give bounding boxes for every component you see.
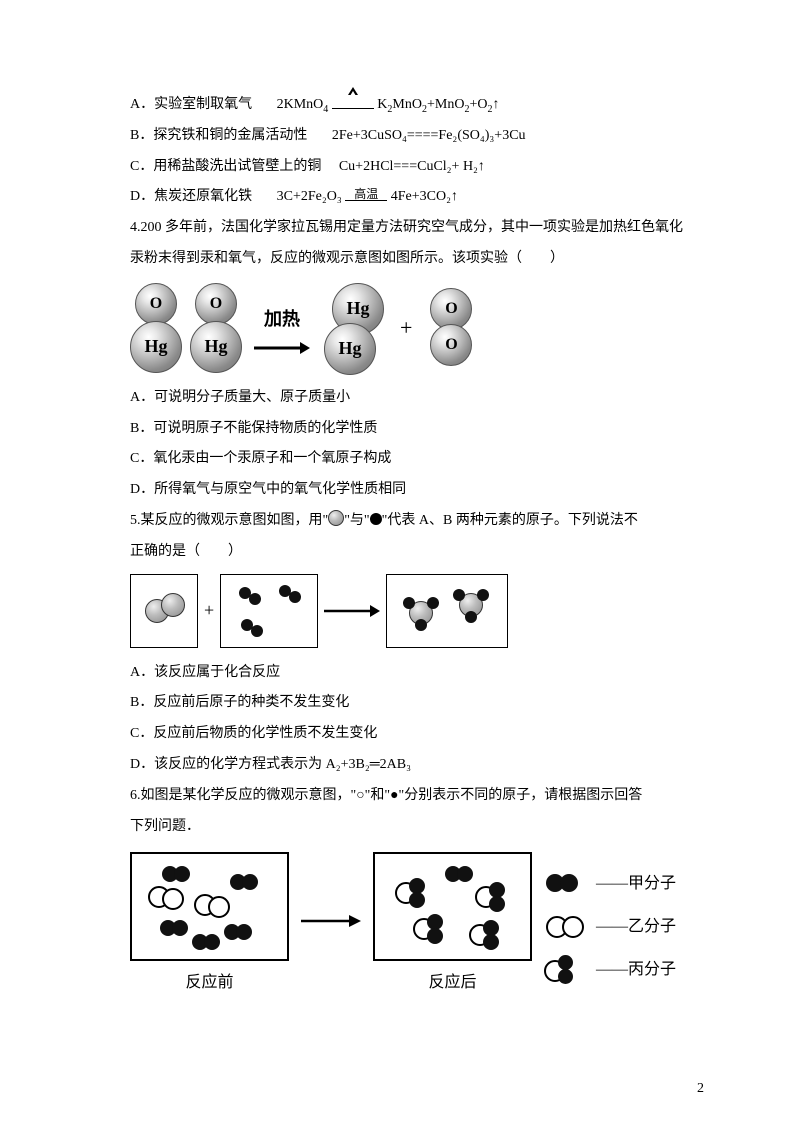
legend-label-yi: ——乙分子	[596, 909, 676, 944]
oxygen-atom-icon: O	[430, 324, 472, 366]
legend-label-bing: ——丙分子	[596, 952, 676, 987]
plus-icon: +	[400, 304, 412, 352]
q6-after-panel: 反应后	[373, 852, 532, 1000]
option-c: C．用稀盐酸洗出试管壁上的铜 Cu+2HCl===CuCl₂+ H₂↑	[130, 152, 684, 183]
q6-legend: ——甲分子 ——乙分子 ——丙分子	[544, 866, 676, 988]
option-a-equation: 2KMnO4 K2MnO2+MnO2+O2↑	[277, 97, 500, 112]
q5-diagram: +	[130, 574, 684, 648]
heat-label: 加热	[264, 300, 300, 340]
q5-opt-b: B．反应前后原子的种类不发生变化	[130, 688, 684, 719]
arrow-icon	[324, 604, 380, 618]
q4-text-line2: 汞粉末得到汞和氧气，反应的微观示意图如图所示。该项实验（ ）	[130, 244, 684, 275]
option-b-equation: 2Fe+3CuSO₄====Fe₂(SO₄)₃+3Cu	[332, 128, 526, 143]
q5-opt-a: A．该反应属于化合反应	[130, 658, 684, 689]
option-d-equation: 3C+2Fe₂O₃ 高温 4Fe+3CO₂↑	[277, 189, 458, 204]
q5-opt-d: D．该反应的化学方程式表示为 A₂+3B₂═2AB₃	[130, 750, 684, 781]
mercury-atom-icon: Hg	[190, 321, 242, 373]
hgo-molecule-2: O Hg	[190, 283, 240, 373]
after-label: 反应后	[428, 965, 476, 1000]
mercury-atom-icon: Hg	[130, 321, 182, 373]
legend-label-jia: ——甲分子	[596, 866, 676, 901]
option-c-equation: Cu+2HCl===CuCl₂+ H₂↑	[339, 159, 485, 174]
q4-diagram: O Hg O Hg 加热 Hg Hg + O O	[130, 283, 684, 373]
q4-opt-c: C．氧化汞由一个汞原子和一个氧原子构成	[130, 444, 684, 475]
q5-text: 5.某反应的微观示意图如图，用""与""代表 A、B 两种元素的原子。下列说法不	[130, 506, 684, 537]
option-d: D．焦炭还原氧化铁 3C+2Fe₂O₃ 高温 4Fe+3CO₂↑	[130, 182, 684, 213]
heat-arrow-icon: 加热	[254, 300, 310, 356]
q6-before-panel: 反应前	[130, 852, 289, 1000]
option-a: A．实验室制取氧气 2KMnO4 K2MnO2+MnO2+O2↑	[130, 90, 684, 121]
hgo-molecule-1: O Hg	[130, 283, 180, 373]
page-number: 2	[697, 1081, 704, 1097]
q6-text-line1: 6.如图是某化学反应的微观示意图，"○"和"●"分别表示不同的原子，请根据图示回…	[130, 781, 684, 812]
q5-box-1	[130, 574, 198, 648]
option-d-label: D．焦炭还原氧化铁	[130, 189, 252, 204]
q5-opt-c: C．反应前后物质的化学性质不发生变化	[130, 719, 684, 750]
q4-opt-a: A．可说明分子质量大、原子质量小	[130, 383, 684, 414]
q4-text-line1: 4.200 多年前，法国化学家拉瓦锡用定量方法研究空气成分，其中一项实验是加热红…	[130, 213, 684, 244]
o2-product: O O	[428, 288, 474, 368]
oxygen-atom-icon: O	[135, 283, 177, 325]
legend-row-jia: ——甲分子	[544, 866, 676, 901]
black-atom-icon	[370, 513, 382, 525]
before-label: 反应前	[185, 965, 233, 1000]
oxygen-atom-icon: O	[195, 283, 237, 325]
q5-box-3	[386, 574, 508, 648]
option-b: B．探究铁和铜的金属活动性 2Fe+3CuSO₄====Fe₂(SO₄)₃+3C…	[130, 121, 684, 152]
q4-opt-d: D．所得氧气与原空气中的氧气化学性质相同	[130, 475, 684, 506]
arrow-icon	[301, 911, 361, 942]
q6-diagram: 反应前	[130, 852, 684, 1000]
q5-text-line2: 正确的是（ ）	[130, 537, 684, 568]
legend-row-bing: ——丙分子	[544, 952, 676, 987]
mercury-atom-icon: Hg	[324, 323, 376, 375]
gray-atom-icon	[328, 510, 344, 526]
legend-row-yi: ——乙分子	[544, 909, 676, 944]
q5-box-2	[220, 574, 318, 648]
option-c-label: C．用稀盐酸洗出试管壁上的铜	[130, 159, 321, 174]
q4-opt-b: B．可说明原子不能保持物质的化学性质	[130, 414, 684, 445]
q6-text-line2: 下列问题．	[130, 812, 684, 843]
option-a-label: A．实验室制取氧气	[130, 97, 252, 112]
triangle-condition-icon	[332, 96, 374, 109]
hg-product: Hg Hg	[324, 283, 384, 373]
high-temp-condition: 高温	[345, 188, 387, 201]
option-b-label: B．探究铁和铜的金属活动性	[130, 128, 307, 143]
plus-icon: +	[204, 591, 214, 631]
